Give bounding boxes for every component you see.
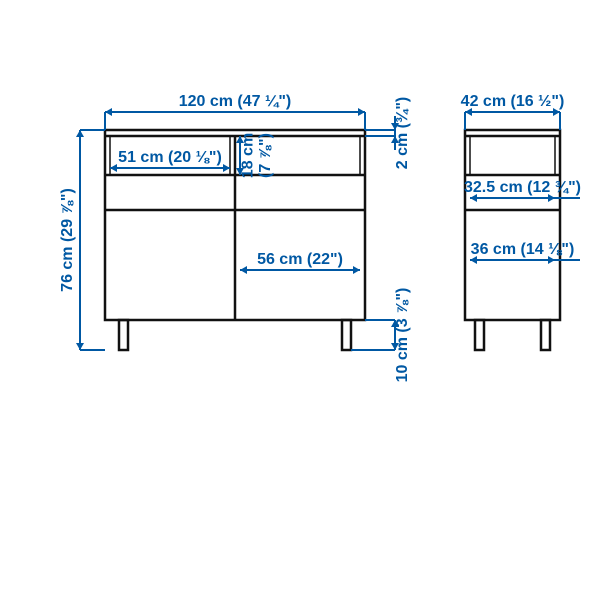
dimension-diagram: 120 cm (47 ¼") 76 cm (29 ⅞") 2 cm (¾") 18 c… — [0, 0, 600, 600]
dim-side-36: 36 cm (14 ⅛") — [471, 241, 575, 258]
dim-opening-18: 18 cm(7 ⅞") — [239, 133, 274, 178]
dim-side-325: 32.5 cm (12 ¾") — [464, 179, 581, 196]
dim-width-120: 120 cm (47 ¼") — [179, 93, 292, 110]
dim-opening-56: 56 cm (22") — [257, 251, 343, 268]
dim-height-76: 76 cm (29 ⅞") — [59, 188, 76, 292]
dim-depth-42: 42 cm (16 ½") — [461, 93, 565, 110]
dim-leg-10: 10 cm (3 ⅞") — [394, 288, 411, 383]
dim-opening-51: 51 cm (20 ⅛") — [118, 149, 222, 166]
dim-top-2: 2 cm (¾") — [394, 97, 411, 170]
